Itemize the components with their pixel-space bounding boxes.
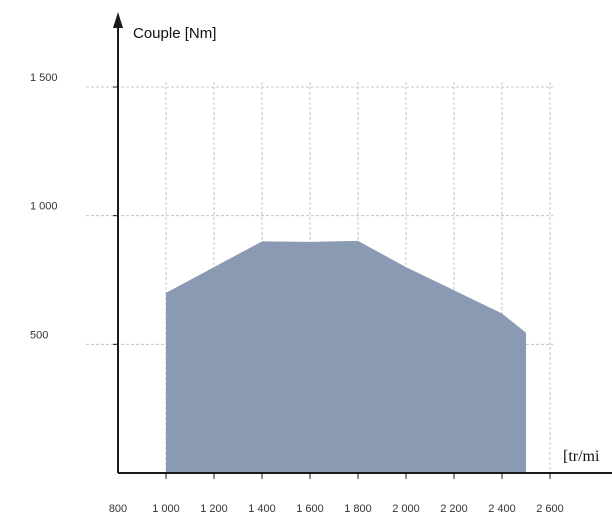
x-tick-label: 1 200 — [200, 503, 228, 515]
y-ticks: 500 1 000 1 500 — [30, 72, 118, 345]
x-axis-label: [tr/mi — [563, 448, 600, 465]
x-tick-label: 1 600 — [296, 503, 324, 515]
x-tick-label: 1 000 — [152, 503, 180, 515]
x-ticks: 800 1 000 1 200 1 400 1 600 1 800 2 000 2 200 2 … — [109, 473, 564, 515]
y-axis-label: Couple [Nm] — [133, 25, 216, 42]
torque-area — [166, 240, 526, 473]
x-tick-label: 1 800 — [344, 503, 372, 515]
x-tick-label: 2 400 — [488, 503, 516, 515]
y-tick-label: 1 000 — [30, 201, 58, 213]
x-tick-label: 1 400 — [248, 503, 276, 515]
y-tick-label: 500 — [30, 329, 48, 341]
axes — [113, 12, 612, 474]
x-tick-label: 2 200 — [440, 503, 468, 515]
y-axis-arrow-icon — [113, 12, 123, 28]
y-tick-label: 1 500 — [30, 72, 58, 84]
x-tick-label: 2 000 — [392, 503, 420, 515]
x-tick-label: 2 600 — [536, 503, 564, 515]
x-tick-label: 800 — [109, 503, 127, 515]
